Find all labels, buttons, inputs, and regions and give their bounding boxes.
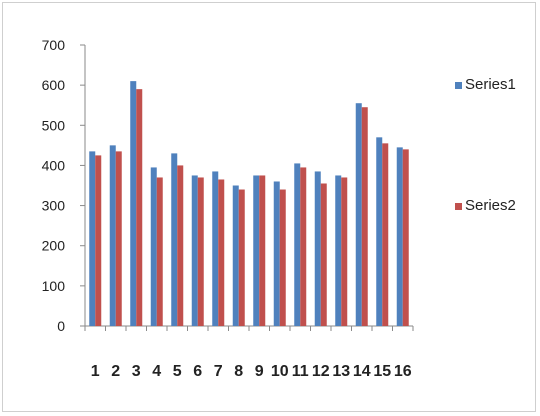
y-tick-label: 400 [42,157,66,173]
bar-series2-15 [382,143,389,326]
bar-series2-6 [197,177,204,326]
y-tick-label: 0 [57,318,65,334]
bar-series2-5 [177,165,184,326]
legend-label-series2: Series2 [465,197,516,214]
x-tick-label: 6 [193,363,202,380]
chart-bars [89,81,409,327]
y-tick-label: 500 [42,117,66,133]
bar-series1-5 [171,153,178,326]
x-tick-label: 11 [292,363,309,380]
bar-series2-13 [341,177,348,326]
bar-series1-11 [294,163,301,326]
legend-swatch-series1 [455,82,462,89]
bar-series1-14 [355,103,362,326]
bar-series2-10 [279,189,286,326]
x-tick-label: 8 [234,363,243,380]
bar-series1-12 [314,171,321,326]
bar-series1-4 [150,167,157,326]
bar-series1-7 [212,171,219,326]
bar-series1-8 [232,185,239,326]
bar-series2-2 [115,151,122,326]
bar-series2-3 [136,89,143,327]
x-tick-label: 1 [91,363,100,380]
y-tick-label: 100 [42,278,66,294]
bar-series1-10 [273,181,280,326]
bar-series1-2 [109,145,116,326]
x-tick-label: 9 [255,363,264,380]
x-tick-label: 5 [173,363,182,380]
bar-series2-11 [300,167,307,326]
bar-series2-9 [259,175,266,326]
y-tick-label: 200 [42,238,66,254]
bar-series2-16 [402,149,409,326]
bar-series1-13 [335,175,342,326]
bar-series2-14 [361,107,368,326]
bar-series2-4 [156,177,163,326]
x-tick-label: 15 [373,363,391,380]
bar-series2-8 [238,189,245,326]
bar-series1-6 [191,175,198,326]
bar-series2-12 [320,183,327,326]
x-tick-label: 16 [394,363,412,380]
x-tick-label: 13 [332,363,350,380]
bar-series2-7 [218,179,225,326]
chart-legend: Series1 Series2 [455,76,516,214]
y-tick-label: 600 [42,77,66,93]
legend-swatch-series2 [455,203,462,210]
bar-series1-15 [376,137,383,326]
x-tick-label: 2 [111,363,120,380]
legend-label-series1: Series1 [465,76,516,93]
x-tick-label: 12 [312,363,330,380]
bar-series1-9 [253,175,260,326]
x-tick-label: 3 [132,363,141,380]
x-tick-label: 14 [353,363,371,380]
y-tick-label: 300 [42,198,66,214]
bar-series1-16 [396,147,403,326]
x-tick-label: 7 [214,363,223,380]
bar-series1-1 [89,151,96,326]
x-tick-label: 4 [152,363,161,380]
y-tick-label: 700 [42,37,66,53]
bar-series1-3 [130,81,137,326]
bar-series2-1 [95,155,102,326]
x-tick-label: 10 [271,363,289,380]
